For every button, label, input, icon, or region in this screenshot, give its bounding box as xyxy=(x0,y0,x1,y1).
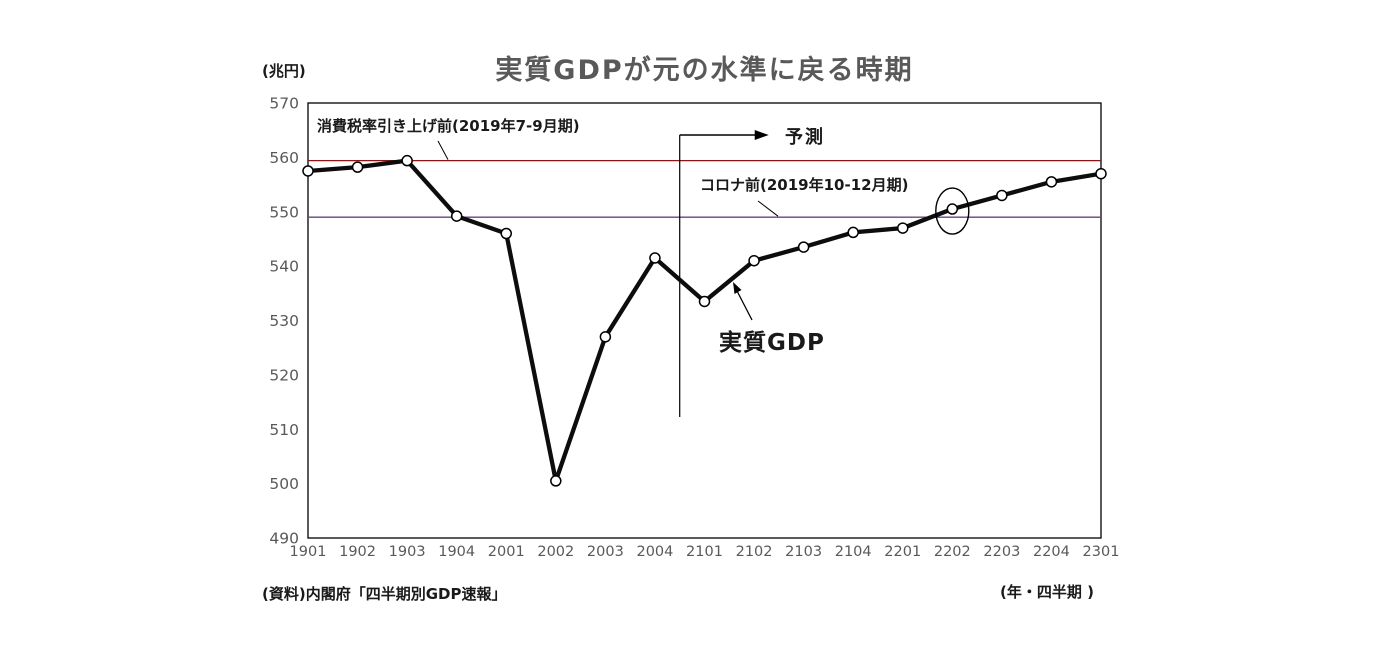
y-tick-label: 520 xyxy=(269,366,299,384)
x-tick-label: 2204 xyxy=(1033,544,1070,560)
x-tick-label: 2103 xyxy=(785,544,822,560)
x-tick-label: 1901 xyxy=(290,544,327,560)
series-label-arrowhead-icon xyxy=(733,282,742,294)
y-tick-label: 550 xyxy=(269,203,299,221)
pre-corona-leader-line xyxy=(757,200,779,217)
chart-title: 実質GDPが元の水準に戻る時期 xyxy=(495,55,914,86)
data-point-marker xyxy=(401,154,413,167)
y-tick-label: 500 xyxy=(269,475,299,493)
data-point-marker xyxy=(897,222,909,234)
y-tick-label: 490 xyxy=(269,530,299,548)
x-tick-label: 1902 xyxy=(339,544,376,560)
x-tick-label: 2201 xyxy=(884,544,921,560)
data-point-marker xyxy=(1045,176,1058,188)
y-tick-label: 560 xyxy=(269,149,299,167)
gdp-series-line xyxy=(307,158,1102,484)
x-tick-label: 2301 xyxy=(1083,544,1120,560)
x-tick-label: 2101 xyxy=(686,544,723,560)
x-tick-label: 2003 xyxy=(587,544,624,560)
annotation-forecast-label: 予測 xyxy=(785,127,825,148)
x-tick-label: 2104 xyxy=(835,544,872,560)
y-tick-label: 540 xyxy=(269,258,299,276)
pre-tax-hike-leader-line xyxy=(437,140,449,160)
x-tick-label: 2001 xyxy=(488,544,525,560)
annotation-pre-corona: コロナ前(2019年10-12月期) xyxy=(700,176,909,194)
data-point-marker xyxy=(698,295,711,308)
plot-border xyxy=(307,102,1102,539)
data-point-marker xyxy=(797,241,810,253)
highlight-ellipse xyxy=(935,187,970,235)
series-label-arrow-shaft xyxy=(735,288,753,321)
forecast-arrowhead-icon xyxy=(754,130,769,140)
data-point-marker xyxy=(550,475,562,487)
data-point-marker xyxy=(500,227,512,240)
x-tick-label: 2203 xyxy=(983,544,1020,560)
x-tick-label: 2202 xyxy=(934,544,971,560)
y-axis-unit-label: (兆円) xyxy=(262,62,306,80)
source-note: (資料)内閣府「四半期別GDP速報」 xyxy=(262,585,507,603)
data-point-marker xyxy=(302,165,314,177)
y-tick-label: 530 xyxy=(269,312,299,330)
x-tick-label: 2102 xyxy=(736,544,773,560)
data-point-marker xyxy=(847,226,859,239)
x-tick-label: 2002 xyxy=(537,544,574,560)
data-point-marker xyxy=(649,252,661,264)
data-point-marker xyxy=(450,210,463,222)
data-point-marker xyxy=(996,189,1008,202)
annotation-pre-tax-hike: 消費税率引き上げ前(2019年7-9月期) xyxy=(317,117,580,135)
data-point-marker xyxy=(946,203,959,215)
data-point-marker xyxy=(748,254,760,267)
y-tick-label: 570 xyxy=(269,95,299,113)
data-point-marker xyxy=(1095,167,1107,180)
x-tick-label: 1903 xyxy=(389,544,426,560)
x-tick-label: 2004 xyxy=(636,544,673,560)
x-axis-unit-note: (年・四半期 ) xyxy=(1000,583,1094,601)
data-point-marker xyxy=(351,161,364,173)
annotation-series-label: 実質GDP xyxy=(719,330,825,356)
y-tick-label: 510 xyxy=(269,421,299,439)
data-point-marker xyxy=(599,331,612,343)
x-tick-label: 1904 xyxy=(438,544,475,560)
